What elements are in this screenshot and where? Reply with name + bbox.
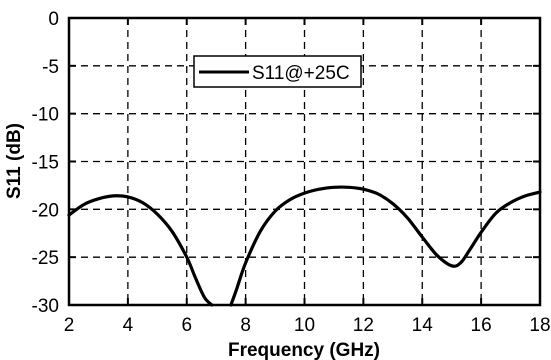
y-tick-label--15: -15: [32, 153, 59, 174]
y-tick-labels: 0 -5 -10 -15 -20 -25 -30: [32, 9, 59, 317]
y-tick-label-0: 0: [48, 9, 59, 30]
grid: [69, 18, 540, 305]
x-tick-labels: 2 4 6 8 10 12 14 16 18: [64, 315, 551, 336]
x-tick-label-18: 18: [529, 315, 550, 336]
x-tick-label-8: 8: [240, 315, 251, 336]
series-line-s11-segment-2: [229, 185, 542, 307]
series-layer: [67, 185, 542, 307]
y-tick-label--5: -5: [42, 57, 59, 78]
y-tick-label--10: -10: [32, 105, 59, 126]
series-line-s11-segment-1: [67, 194, 214, 307]
legend-label: S11@+25C: [252, 63, 350, 84]
y-tick-label--20: -20: [32, 200, 59, 221]
y-axis-title: S11 (dB): [4, 123, 25, 199]
x-tick-label-14: 14: [412, 315, 434, 336]
x-tick-label-12: 12: [353, 315, 374, 336]
x-tick-label-4: 4: [123, 315, 134, 336]
x-tick-label-10: 10: [294, 315, 315, 336]
x-tick-label-2: 2: [64, 315, 75, 336]
y-tick-label--25: -25: [32, 248, 59, 269]
ticks: [68, 17, 541, 306]
x-tick-label-16: 16: [471, 315, 492, 336]
y-tick-label--30: -30: [32, 296, 59, 317]
x-axis-title: Frequency (GHz): [228, 340, 380, 360]
x-tick-label-6: 6: [181, 315, 192, 336]
legend: S11@+25C: [193, 55, 362, 88]
